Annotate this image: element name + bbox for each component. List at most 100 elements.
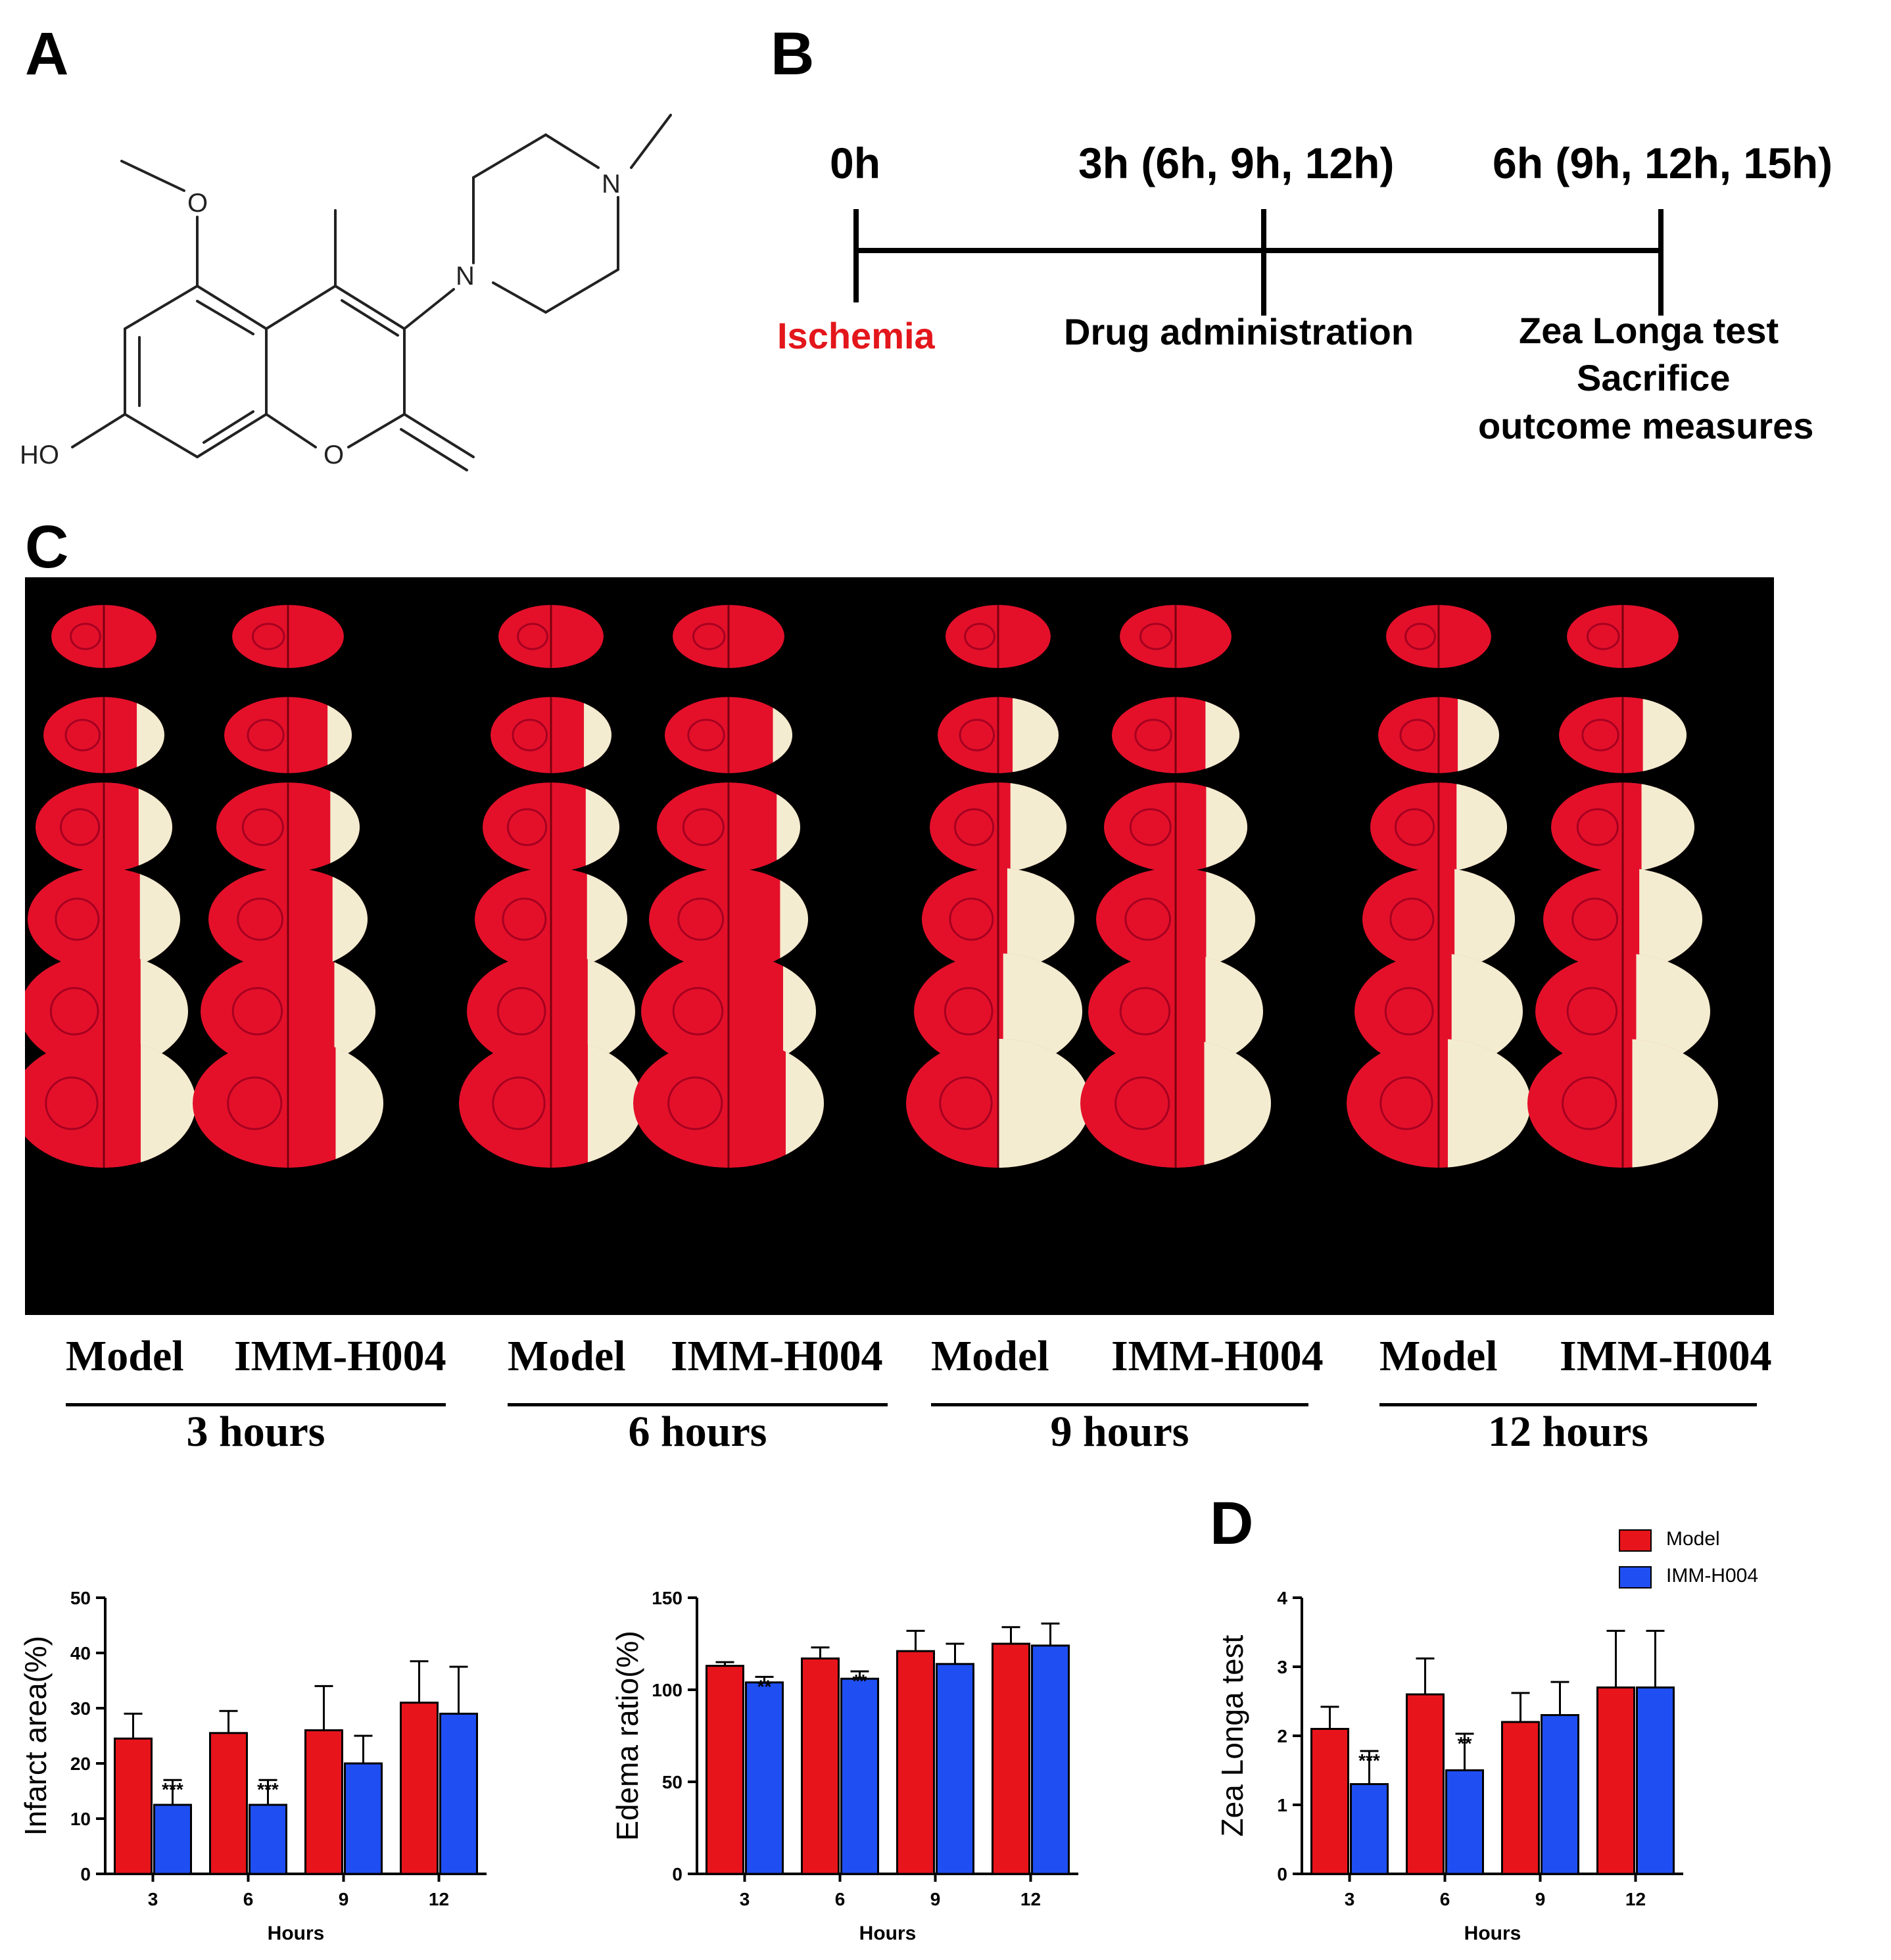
- label-3-hours: 3 hours: [186, 1408, 325, 1456]
- chemical-structure: O N N O HO: [20, 114, 672, 471]
- brain-slice: [498, 605, 604, 668]
- y-tick-label: 40: [70, 1643, 91, 1663]
- x-axis-title: Hours: [1464, 1923, 1521, 1944]
- x-axis-title: Hours: [268, 1923, 325, 1944]
- x-tick-label: 6: [243, 1889, 254, 1909]
- atom-o-ring: O: [323, 441, 344, 469]
- y-tick-label: 1: [1277, 1795, 1287, 1815]
- brain-sections: [12, 605, 1718, 1168]
- label-treated-6h: IMM-H004: [671, 1332, 883, 1380]
- event-drug-administration: Drug administration: [1064, 311, 1414, 352]
- y-tick-label: 3: [1277, 1657, 1287, 1677]
- label-treated-9h: IMM-H004: [1111, 1332, 1324, 1380]
- event-outcome-measures: outcome measures: [1478, 405, 1814, 446]
- bar-treated: [936, 1663, 974, 1875]
- brain-slice: [1567, 605, 1679, 668]
- brain-slice: [193, 1039, 383, 1168]
- bar-model: [209, 1732, 248, 1875]
- brain-slice: [633, 1039, 824, 1168]
- bar-treated: [249, 1804, 287, 1875]
- brain-slice: [1370, 782, 1507, 872]
- brain-slice: [1362, 868, 1515, 970]
- y-axis-title: Zea Longa test: [1215, 1635, 1249, 1836]
- timeline-label-0h: 0h: [830, 139, 881, 187]
- atom-ho: HO: [20, 441, 59, 469]
- brain-slice: [1559, 697, 1687, 773]
- brain-slice: [657, 782, 800, 872]
- panel-label-b: B: [771, 20, 815, 87]
- significance-marker: **: [853, 1671, 867, 1691]
- bar-treated: [1350, 1783, 1389, 1875]
- rule-3h: [66, 1403, 446, 1406]
- atom-o-methoxy: O: [187, 189, 208, 218]
- timeline-tick-1: [1261, 209, 1266, 316]
- atom-n1: N: [456, 262, 475, 291]
- panel-label-c: C: [25, 514, 69, 581]
- bar-treated: [439, 1712, 478, 1875]
- bar-model: [896, 1650, 935, 1875]
- x-tick-label: 12: [1020, 1889, 1041, 1909]
- bar-treated: [1541, 1714, 1579, 1875]
- panel-label-a: A: [25, 20, 69, 87]
- legend-swatch-treated: [1619, 1566, 1652, 1589]
- y-tick-label: 30: [70, 1698, 91, 1719]
- label-model-6h: Model: [508, 1332, 626, 1380]
- y-tick-label: 0: [1277, 1864, 1287, 1884]
- label-model-9h: Model: [931, 1332, 1049, 1380]
- x-tick-label: 9: [1535, 1889, 1546, 1909]
- brain-slice: [36, 782, 172, 872]
- label-model-12h: Model: [1379, 1332, 1498, 1380]
- brain-slice: [1120, 605, 1232, 668]
- y-tick-label: 4: [1277, 1588, 1287, 1608]
- brain-slice: [43, 697, 164, 773]
- brain-slice: [930, 782, 1066, 872]
- brain-slice: [216, 782, 360, 872]
- bar-model: [706, 1665, 744, 1875]
- y-axis-title: Edema ratio(%): [610, 1631, 644, 1841]
- brain-slice: [224, 697, 352, 773]
- brain-slice: [12, 1039, 196, 1168]
- bar-model: [1596, 1686, 1635, 1875]
- bar-treated: [153, 1804, 192, 1875]
- rule-9h: [931, 1403, 1308, 1406]
- significance-marker: **: [757, 1676, 772, 1696]
- significance-marker: **: [1458, 1733, 1472, 1754]
- x-tick-label: 3: [1345, 1889, 1355, 1909]
- brain-slice: [906, 1039, 1090, 1168]
- significance-marker: ***: [1358, 1750, 1380, 1771]
- y-tick-label: 100: [652, 1680, 682, 1700]
- rule-12h: [1379, 1403, 1757, 1406]
- y-tick-label: 50: [70, 1588, 91, 1608]
- event-ischemia: Ischemia: [777, 315, 935, 356]
- bar-treated: [840, 1677, 879, 1875]
- x-tick-label: 12: [1625, 1889, 1646, 1909]
- x-tick-label: 9: [930, 1889, 941, 1909]
- brain-slice: [673, 605, 784, 668]
- y-axis-title: Infarct area(%): [18, 1636, 53, 1836]
- y-tick-label: 0: [672, 1864, 682, 1884]
- brain-slice: [1551, 782, 1694, 872]
- timeline-tick-2: [1658, 209, 1664, 316]
- bar-model: [114, 1737, 153, 1875]
- bar-treated: [344, 1762, 383, 1875]
- brain-slice: [1347, 1039, 1531, 1168]
- timeline-axis: [853, 248, 1664, 253]
- x-tick-label: 6: [835, 1889, 846, 1909]
- x-axis-title: Hours: [859, 1923, 917, 1944]
- bar-treated: [745, 1681, 784, 1875]
- timeline-label-3h: 3h (6h, 9h, 12h): [1078, 139, 1395, 187]
- legend-label-model: Model: [1666, 1528, 1720, 1550]
- legend-swatch-model: [1619, 1529, 1652, 1552]
- brain-slice: [938, 697, 1059, 773]
- timeline: 0h 3h (6h, 9h, 12h) 6h (9h, 12h, 15h) Is…: [0, 0, 1891, 473]
- bar-treated: [1031, 1644, 1070, 1875]
- label-treated-12h: IMM-H004: [1560, 1332, 1772, 1380]
- brain-slice: [1386, 605, 1491, 668]
- legend: Model IMM-H004: [1619, 1524, 1816, 1596]
- brain-slice: [51, 605, 156, 668]
- chart-infarct-area: 0 10 20 30 40 50 *** 3 *** 6 9 12 Hours Infarct area(…: [18, 1588, 487, 1944]
- label-treated-3h: IMM-H004: [234, 1332, 446, 1380]
- brain-section-photo: [12, 577, 1774, 1315]
- panel-label-d: D: [1210, 1490, 1254, 1557]
